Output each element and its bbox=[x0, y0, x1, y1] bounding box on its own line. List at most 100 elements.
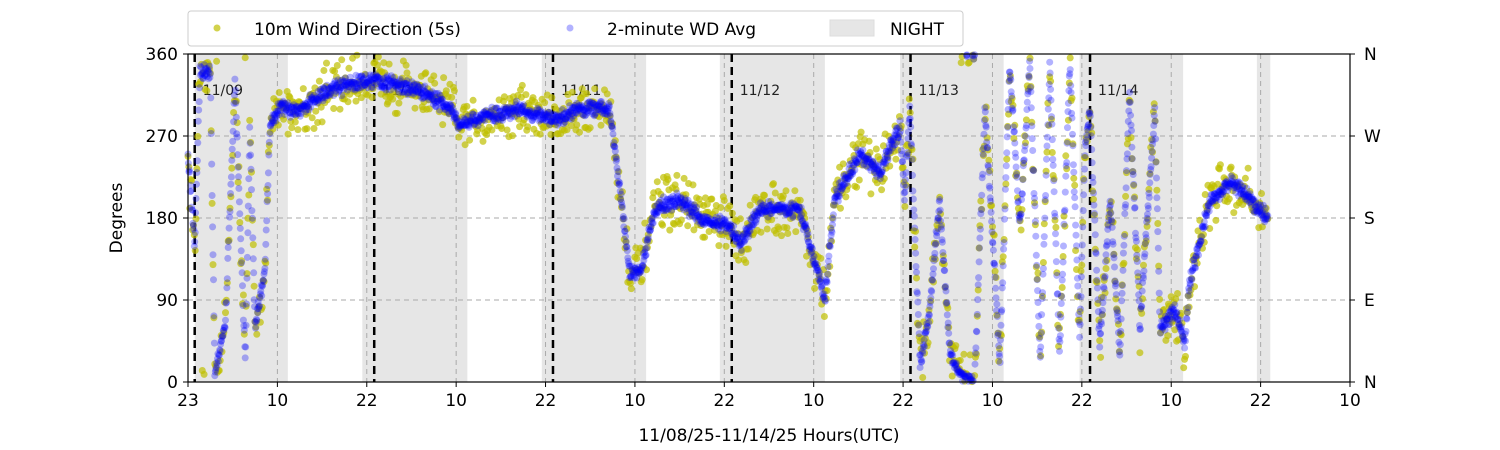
wd-2min-avg-point bbox=[527, 112, 535, 120]
wd-2min-avg-point bbox=[1140, 274, 1147, 282]
wd-2min-avg-point bbox=[252, 315, 260, 323]
wd-2min-avg-point bbox=[1119, 249, 1127, 257]
wd-2min-avg-point bbox=[842, 174, 850, 182]
wd-2min-avg-point bbox=[243, 253, 251, 261]
wd-2min-avg-point bbox=[483, 111, 491, 119]
wd-2min-avg-point bbox=[997, 336, 1004, 344]
wd-2min-avg-point bbox=[650, 208, 658, 216]
wd-2min-avg-point bbox=[492, 118, 499, 126]
wd-2min-avg-point bbox=[288, 103, 296, 111]
wd-2min-avg-point bbox=[362, 71, 370, 79]
wd-2min-avg-point bbox=[989, 239, 997, 247]
wd-2min-avg-point bbox=[913, 288, 921, 296]
wd-2min-avg-point bbox=[597, 98, 604, 106]
wd-2min-avg-point bbox=[290, 105, 297, 112]
wind-direction-5s-point bbox=[931, 255, 939, 263]
wd-2min-avg-point bbox=[504, 108, 512, 116]
wd-2min-avg-point bbox=[625, 260, 633, 268]
wind-direction-5s-point bbox=[248, 216, 256, 224]
wd-2min-avg-point bbox=[740, 238, 748, 245]
wd-2min-avg-point bbox=[193, 169, 201, 176]
wind-direction-5s-point bbox=[730, 240, 738, 248]
wind-direction-5s-point bbox=[1258, 190, 1265, 197]
wd-2min-avg-point bbox=[553, 116, 561, 124]
wd-2min-avg-point bbox=[971, 360, 979, 368]
wind-direction-5s-point bbox=[1051, 216, 1059, 224]
wd-2min-avg-point bbox=[841, 174, 849, 182]
wd-2min-avg-point bbox=[345, 79, 353, 86]
wd-2min-avg-point bbox=[609, 130, 617, 138]
wd-2min-avg-point bbox=[1185, 287, 1193, 295]
wind-direction-5s-point bbox=[905, 95, 913, 103]
wd-2min-avg-point bbox=[559, 115, 567, 123]
wd-2min-avg-point bbox=[915, 321, 923, 329]
wd-2min-avg-point bbox=[265, 151, 273, 159]
wd-2min-avg-point bbox=[471, 120, 478, 128]
wind-direction-5s-point bbox=[672, 185, 680, 193]
wd-2min-avg-point bbox=[723, 225, 731, 232]
wind-direction-5s-point bbox=[1043, 148, 1051, 156]
wd-2min-avg-point bbox=[915, 330, 923, 338]
wd-2min-avg-point bbox=[564, 111, 572, 118]
wd-2min-avg-point bbox=[374, 73, 381, 81]
wd-2min-avg-point bbox=[460, 114, 468, 122]
wd-2min-avg-point bbox=[984, 144, 991, 152]
wd-2min-avg-point bbox=[930, 265, 937, 273]
wd-2min-avg-point bbox=[284, 101, 292, 109]
wd-2min-avg-point bbox=[437, 96, 444, 103]
wd-2min-avg-point bbox=[192, 195, 200, 202]
wd-2min-avg-point bbox=[210, 276, 217, 284]
wd-2min-avg-point bbox=[299, 102, 307, 110]
wd-2min-avg-point bbox=[1176, 316, 1184, 324]
wd-2min-avg-point bbox=[411, 86, 419, 94]
wind-direction-5s-point bbox=[1199, 244, 1206, 252]
wd-2min-avg-point bbox=[548, 118, 556, 126]
wd-2min-avg-point bbox=[1031, 194, 1038, 202]
wd-2min-avg-point bbox=[835, 179, 843, 187]
wind-direction-5s-point bbox=[922, 324, 930, 332]
wd-2min-avg-point bbox=[442, 101, 450, 108]
wind-direction-5s-point bbox=[252, 323, 260, 331]
wd-2min-avg-point bbox=[874, 165, 882, 173]
wind-direction-5s-point bbox=[1045, 121, 1053, 129]
wd-2min-avg-point bbox=[1195, 251, 1202, 259]
wd-2min-avg-point bbox=[475, 118, 482, 126]
wd-2min-avg-point bbox=[872, 165, 880, 173]
wd-2min-avg-point bbox=[447, 102, 455, 110]
wd-2min-avg-point bbox=[195, 98, 203, 106]
wd-2min-avg-point bbox=[387, 72, 395, 80]
wd-2min-avg-point bbox=[478, 114, 486, 122]
wd-2min-avg-point bbox=[1056, 347, 1063, 355]
wd-2min-avg-point bbox=[948, 359, 956, 367]
wd-2min-avg-point bbox=[723, 224, 730, 232]
wind-direction-5s-point bbox=[909, 155, 917, 163]
wd-2min-avg-point bbox=[416, 85, 424, 93]
wind-direction-5s-point bbox=[461, 141, 469, 149]
wd-2min-avg-point bbox=[604, 105, 612, 113]
wd-2min-avg-point bbox=[295, 110, 303, 118]
wd-2min-avg-point bbox=[1026, 65, 1034, 72]
wind-direction-5s-point bbox=[385, 60, 393, 68]
wd-2min-avg-point bbox=[190, 242, 198, 250]
wd-2min-avg-point bbox=[636, 266, 644, 274]
wd-2min-avg-point bbox=[711, 216, 718, 224]
wd-2min-avg-point bbox=[256, 294, 264, 302]
wd-2min-avg-point bbox=[540, 109, 548, 117]
wind-direction-5s-point bbox=[249, 241, 257, 249]
wind-direction-5s-point bbox=[1055, 342, 1063, 350]
wind-direction-5s-point bbox=[1075, 316, 1083, 324]
wd-2min-avg-point bbox=[871, 161, 879, 169]
wind-direction-5s-point bbox=[1044, 99, 1052, 107]
wd-2min-avg-point bbox=[757, 199, 764, 207]
wd-2min-avg-point bbox=[464, 121, 472, 129]
wd-2min-avg-point bbox=[436, 91, 444, 99]
wd-2min-avg-point bbox=[541, 114, 549, 122]
wind-direction-5s-point bbox=[1120, 259, 1128, 267]
wd-2min-avg-point bbox=[1047, 96, 1055, 104]
wd-2min-avg-point bbox=[488, 112, 495, 120]
wind-direction-5s-point bbox=[547, 131, 555, 138]
wd-2min-avg-point bbox=[556, 116, 564, 124]
wd-2min-avg-point bbox=[458, 121, 465, 129]
wd-2min-avg-point bbox=[282, 106, 290, 114]
wind-direction-5s-point bbox=[294, 126, 302, 134]
